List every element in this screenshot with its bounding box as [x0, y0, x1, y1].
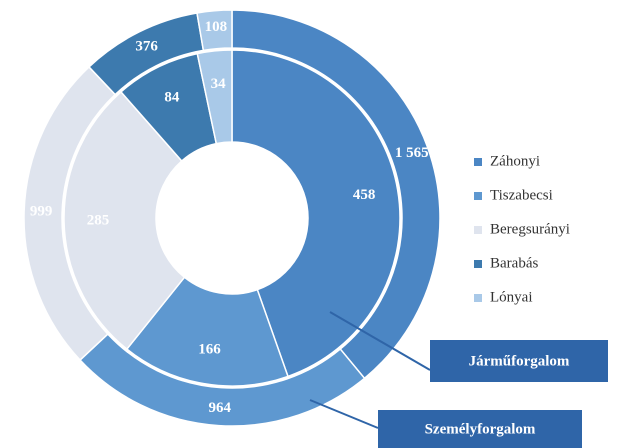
legend-label: Záhonyi — [490, 153, 540, 169]
legend: Záhonyi Tiszabecsi Beregsurányi Barabás Lóny… — [474, 153, 570, 305]
data-label: 999 — [30, 204, 53, 220]
callout-box — [430, 340, 608, 382]
legend-label: Tiszabecsi — [490, 187, 553, 203]
donut-segment — [125, 276, 289, 387]
donut-segment — [63, 90, 186, 351]
legend-swatch — [474, 226, 482, 234]
data-label: 84 — [164, 90, 180, 106]
legend-label: Beregsurányi — [490, 221, 570, 237]
legend-swatch — [474, 294, 482, 302]
callout-arrow — [329, 311, 431, 371]
callout-arrow — [309, 399, 379, 429]
data-label: 285 — [87, 213, 110, 229]
data-label: 108 — [205, 19, 228, 35]
legend-swatch — [474, 158, 482, 166]
data-label: 166 — [198, 342, 221, 358]
callout-label: Járműforgalom — [469, 353, 570, 369]
legend-swatch — [474, 260, 482, 268]
legend-label: Lónyai — [490, 289, 533, 305]
legend-label: Barabás — [490, 255, 538, 271]
data-label: 458 — [353, 187, 376, 203]
data-label: 964 — [208, 400, 231, 416]
callout-label: Személyforgalom — [425, 421, 536, 437]
data-label: 376 — [135, 39, 158, 55]
data-label: 1 565 — [395, 145, 429, 161]
donut-segment — [196, 49, 233, 145]
donut-segment — [196, 9, 233, 52]
donut-segment — [231, 49, 401, 378]
legend-swatch — [474, 192, 482, 200]
data-label: 34 — [211, 76, 227, 92]
donut: 458 166 285 84 34 1 565 964 999 376 108 — [23, 9, 441, 427]
callout-box — [378, 410, 582, 448]
